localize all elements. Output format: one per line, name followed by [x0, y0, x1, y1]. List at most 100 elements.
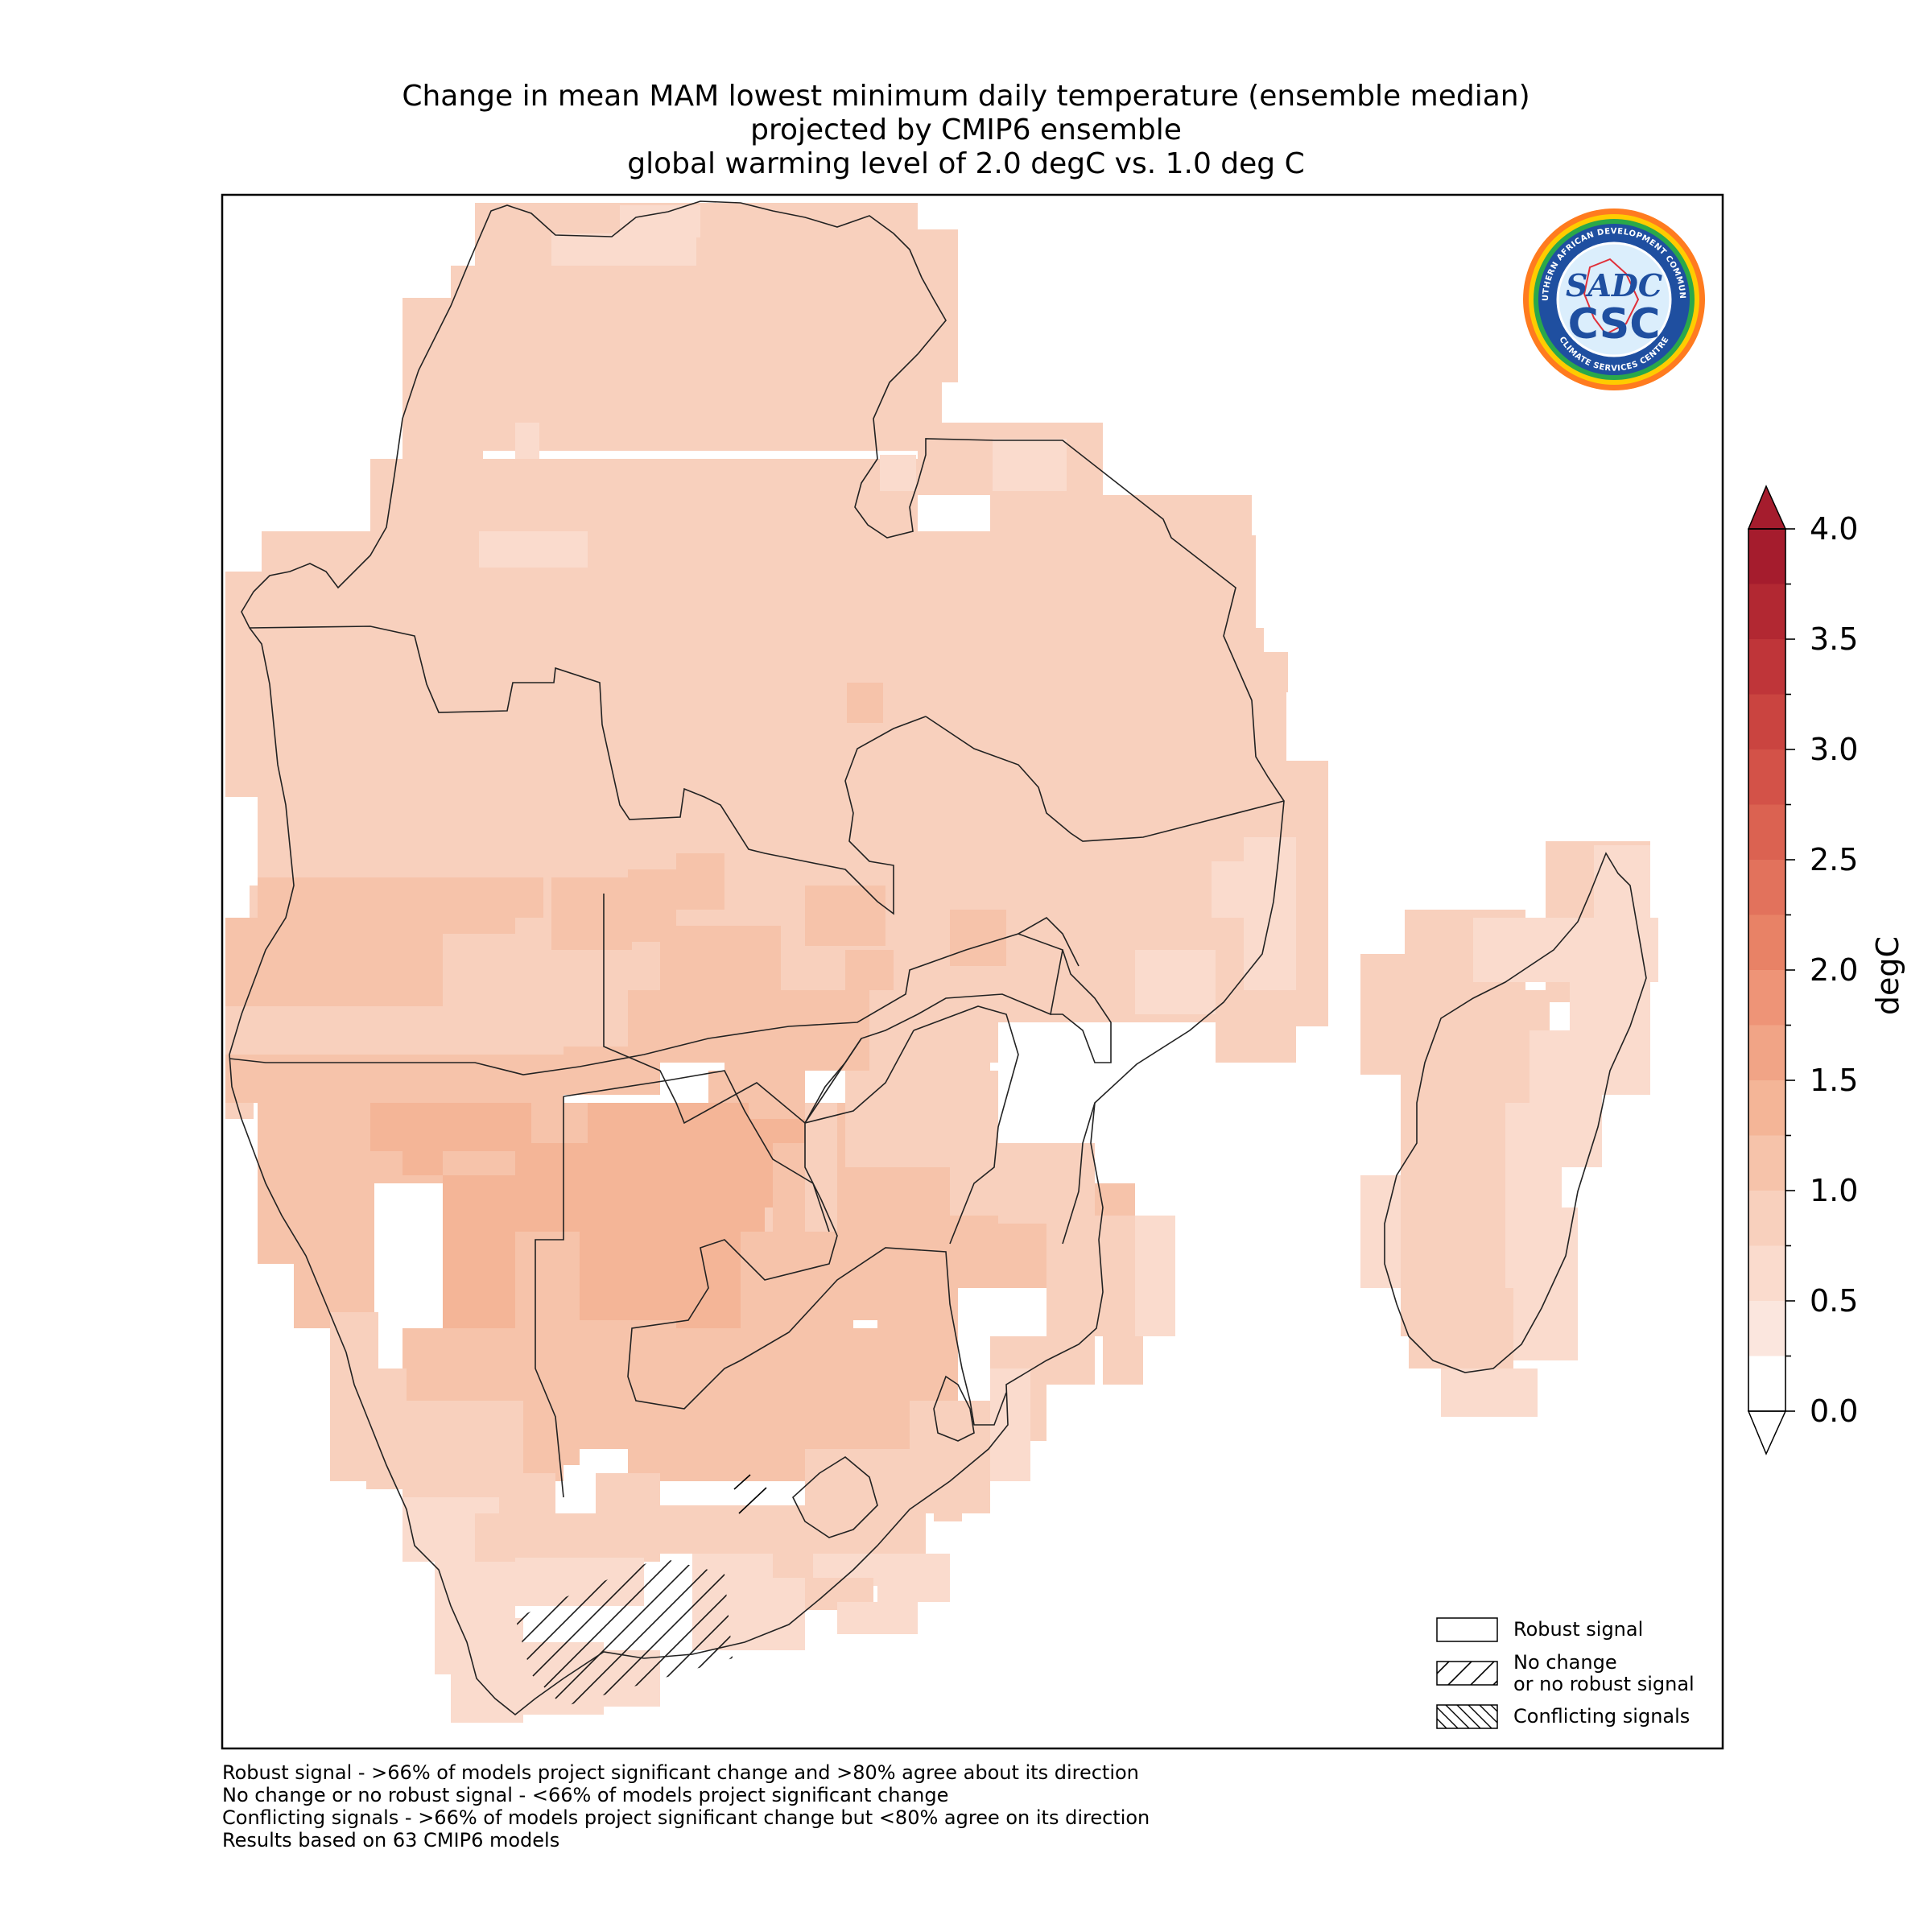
grid-cell	[1135, 950, 1216, 1014]
colorbar-extend-max	[1747, 485, 1787, 530]
grid-cell	[588, 1103, 749, 1175]
footnote-models: Results based on 63 CMIP6 models	[222, 1829, 560, 1852]
footnote-nochange: No change or no robust signal - <66% of …	[222, 1784, 949, 1806]
colorbar-tick-label: 1.0	[1810, 1173, 1859, 1208]
grid-cell	[551, 233, 696, 266]
legend-label-nochange-1: No change	[1513, 1651, 1617, 1674]
legend-label-nochange-2: or no robust signal	[1513, 1673, 1695, 1695]
grid-cell	[402, 1103, 443, 1175]
grid-cell	[515, 918, 551, 954]
grid-cell	[515, 423, 539, 459]
colorbar-tick-label: 2.5	[1810, 842, 1859, 877]
legend-box	[1436, 1617, 1498, 1729]
svg-text:SADC: SADC	[1566, 267, 1662, 303]
grid-cell	[370, 459, 918, 531]
grid-cell	[1409, 1288, 1513, 1368]
colorbar-segment	[1748, 749, 1785, 805]
colorbar-segment	[1748, 860, 1785, 915]
grid-cell	[1103, 495, 1232, 616]
grid-cell	[676, 853, 724, 910]
grid-cell	[1594, 845, 1650, 974]
grid-cell	[847, 683, 883, 723]
grid-cell	[660, 926, 781, 990]
colorbar-segment	[1748, 694, 1785, 749]
footnote-conflicting: Conflicting signals - >66% of models pro…	[222, 1806, 1150, 1829]
grid-cell	[918, 378, 942, 431]
legend-swatch-robust	[1436, 1617, 1498, 1642]
grid-cell	[1212, 861, 1248, 918]
title-line-1: Change in mean MAM lowest minimum daily …	[402, 80, 1530, 113]
grid-cell	[1046, 1167, 1095, 1385]
grid-cell	[443, 1175, 515, 1328]
colorbar-segment	[1748, 639, 1785, 695]
colorbar-segment	[1748, 1301, 1785, 1356]
grid-cell	[1244, 837, 1296, 990]
hatched-no-robust-signal-area	[515, 1474, 767, 1707]
grid-cell	[475, 1513, 660, 1562]
legend-label-robust: Robust signal	[1513, 1618, 1644, 1641]
grid-cell	[837, 1602, 918, 1634]
country-borders	[229, 200, 1647, 1716]
grid-cell	[225, 660, 274, 789]
colorbar-tick-label: 0.5	[1810, 1283, 1859, 1319]
grid-cell	[370, 1103, 531, 1151]
grid-cell	[1246, 692, 1286, 765]
colorbar-segment	[1748, 1245, 1785, 1301]
grid-cell	[993, 439, 1067, 491]
grid-cell	[990, 1368, 1030, 1481]
grid-cell	[805, 886, 886, 946]
colorbar-tick-label: 2.0	[1810, 952, 1859, 988]
grid-cell	[1441, 1368, 1538, 1417]
colorbar-extend-min	[1747, 1410, 1787, 1455]
footnote-robust: Robust signal - >66% of models project s…	[222, 1761, 1139, 1784]
grid-cell	[934, 1473, 962, 1521]
grid-cell	[1264, 652, 1288, 692]
grid-cell	[479, 531, 588, 568]
svg-text:CSC: CSC	[1568, 300, 1661, 349]
colorbar	[1747, 485, 1795, 1455]
grid-cell	[1530, 1030, 1602, 1167]
grid-cell	[880, 455, 916, 491]
grid-cell	[366, 1368, 407, 1489]
grid-cell	[1103, 1336, 1143, 1385]
title-line-3: global warming level of 2.0 degC vs. 1.0…	[627, 147, 1305, 180]
colorbar-tick-label: 4.0	[1810, 511, 1859, 547]
grid-cell	[225, 1055, 564, 1103]
legend-label-conflicting: Conflicting signals	[1513, 1705, 1690, 1728]
grid-cell	[1449, 1103, 1505, 1280]
grid-cell	[869, 990, 990, 1071]
colorbar-segment	[1748, 1191, 1785, 1246]
grid-cell	[950, 910, 1006, 966]
colorbar-tick-label: 0.0	[1810, 1393, 1859, 1429]
colorbar-segment	[1748, 1080, 1785, 1136]
grid-cell	[620, 205, 700, 237]
grid-cell	[1296, 761, 1328, 1026]
grid-cell	[551, 877, 632, 950]
grid-cell	[1135, 1216, 1175, 1336]
colorbar-segment	[1748, 584, 1785, 639]
colorbar-segment	[1748, 529, 1785, 584]
colorbar-segment	[1748, 914, 1785, 970]
colorbar-tick-label: 3.5	[1810, 621, 1859, 657]
grid-cell	[294, 1183, 374, 1328]
colorbar-tick-label: 1.5	[1810, 1063, 1859, 1098]
grid-cell	[918, 1304, 958, 1401]
colorbar-segment	[1748, 804, 1785, 860]
gridded-data-layer	[225, 203, 1658, 1723]
colorbar-segment	[1748, 1025, 1785, 1080]
grid-cell	[451, 266, 918, 451]
legend-swatch-nochange	[1436, 1661, 1498, 1686]
map-frame	[221, 193, 1724, 1750]
colorbar-label: degC	[1870, 935, 1906, 1016]
colorbar-segment	[1748, 1356, 1785, 1411]
colorbar-segment	[1748, 1135, 1785, 1191]
legend-swatch-conflicting	[1436, 1704, 1498, 1729]
grid-cell	[596, 1473, 660, 1513]
colorbar-tick-label: 3.0	[1810, 732, 1859, 767]
grid-cell	[877, 1554, 950, 1602]
colorbar-segment	[1748, 970, 1785, 1026]
title-line-2: projected by CMIP6 ensemble	[750, 114, 1182, 147]
grid-cell	[1505, 1208, 1578, 1360]
grid-cell	[258, 877, 515, 934]
